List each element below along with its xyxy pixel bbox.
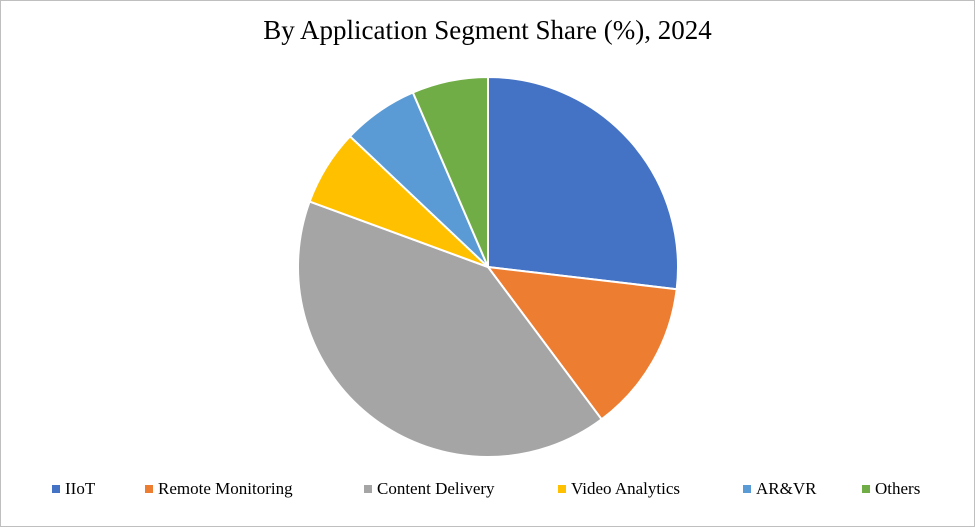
legend-swatch-iiot [52,485,60,493]
legend-item-video-analytics: Video Analytics [558,479,680,499]
legend-item-iiot: IIoT [52,479,95,499]
legend-label-content-delivery: Content Delivery [377,479,495,498]
legend-label-others: Others [875,479,921,498]
legend-swatch-others [862,485,870,493]
legend-swatch-remote-monitoring [145,485,153,493]
legend-item-ar-vr: AR&VR [743,479,816,499]
legend-label-iiot: IIoT [65,479,96,498]
legend-label-ar-vr: AR&VR [756,479,817,498]
pie-slice-iiot [487,75,679,291]
pie-slice-remote-monitoring [485,265,678,421]
legend-label-remote-monitoring: Remote Monitoring [158,479,293,498]
legend-swatch-content-delivery [364,485,372,493]
legend-item-remote-monitoring: Remote Monitoring [145,479,293,499]
legend-item-others: Others [862,479,920,499]
pie-slice-others [411,75,489,268]
pie-slice-content-delivery [297,200,603,458]
legend-swatch-video-analytics [558,485,566,493]
legend: IIoT Remote Monitoring Content Delivery … [1,479,974,503]
legend-swatch-ar-vr [743,485,751,493]
legend-item-content-delivery: Content Delivery [364,479,495,499]
legend-label-video-analytics: Video Analytics [571,479,680,498]
chart-title: By Application Segment Share (%), 2024 [263,15,712,45]
